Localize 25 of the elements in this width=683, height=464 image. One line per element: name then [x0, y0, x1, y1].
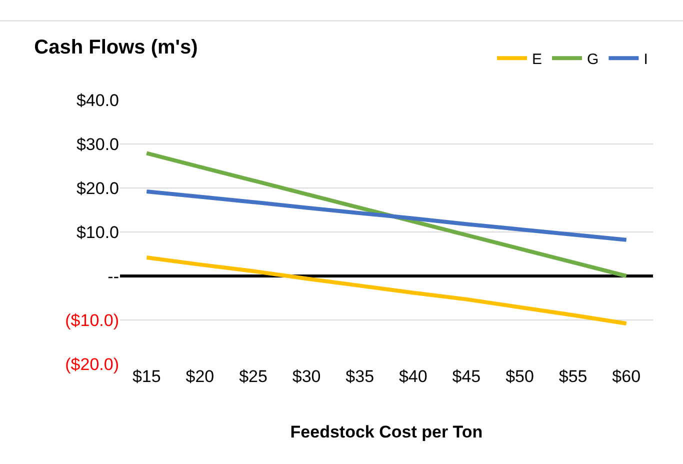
- line-series: [144, 256, 628, 326]
- chart-title: Cash Flows (m's): [34, 36, 198, 58]
- line-series: [144, 151, 628, 278]
- y-tick-label: ($20.0): [65, 354, 119, 374]
- x-axis-title: Feedstock Cost per Ton: [290, 422, 483, 442]
- x-tick-label: $25: [239, 367, 268, 386]
- y-tick-label: $10.0: [76, 222, 119, 242]
- legend-label: G: [587, 51, 599, 68]
- x-tick-label: $20: [186, 367, 214, 386]
- y-tick-label: $40.0: [76, 90, 119, 110]
- y-tick-label: --: [108, 266, 119, 286]
- y-tick-label: $20.0: [76, 178, 119, 198]
- x-tick-label: $55: [558, 367, 588, 386]
- line-series: [144, 190, 628, 242]
- x-tick-label: $40: [398, 367, 428, 386]
- y-tick-label: ($10.0): [65, 310, 119, 330]
- x-tick-label: $50: [506, 367, 534, 386]
- legend-label: E: [532, 51, 542, 68]
- x-tick-label: $60: [612, 367, 641, 386]
- x-tick-label: $35: [346, 367, 374, 386]
- x-tick-label: $15: [132, 367, 161, 386]
- legend-label: I: [644, 51, 648, 68]
- x-tick-label: $30: [292, 367, 321, 386]
- y-tick-label: $30.0: [76, 134, 119, 154]
- x-tick-label: $45: [452, 367, 481, 386]
